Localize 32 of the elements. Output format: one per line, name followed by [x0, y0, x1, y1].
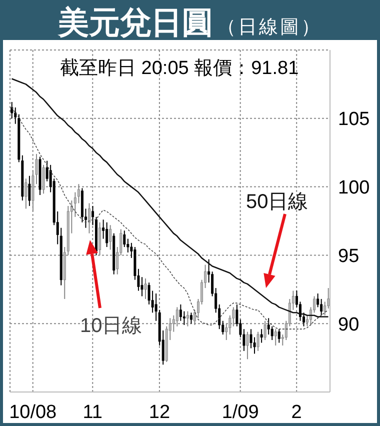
candlestick	[324, 301, 326, 316]
candlestick	[190, 312, 192, 324]
candlestick	[144, 278, 147, 300]
candlestick	[270, 326, 274, 341]
candlestick	[106, 222, 108, 248]
candlestick	[182, 310, 186, 326]
candlestick	[109, 224, 112, 250]
candlestick	[246, 331, 249, 360]
y-tick-label: 95	[338, 246, 360, 267]
x-tick-label: 10/08	[9, 402, 57, 423]
candlestick	[260, 328, 263, 344]
text: 50日線	[246, 191, 308, 213]
x-tick-label: 11	[82, 402, 103, 423]
candlestick	[274, 328, 277, 346]
candlestick	[316, 293, 320, 308]
candlestick	[179, 304, 182, 322]
chart-subtitle: （日線圖）	[217, 16, 322, 40]
candlestick	[256, 331, 260, 352]
x-tick-label: 1/09	[222, 402, 259, 423]
y-tick-label: 100	[338, 178, 370, 199]
y-tick-label: 90	[338, 314, 360, 336]
candlestick	[278, 328, 280, 344]
x-tick-label: 2	[291, 402, 302, 423]
candlestick	[28, 175, 31, 206]
candlestick	[10, 101, 14, 119]
chart-title: 美元兌日圓	[58, 4, 213, 42]
annotation: 截至昨日 20:05 報價：91.81	[60, 57, 299, 81]
y-tick-label: 105	[338, 109, 370, 130]
text: 10日線	[80, 315, 142, 337]
candlestick	[102, 219, 105, 240]
candlestick	[123, 230, 126, 248]
x-tick-label: 12	[148, 402, 170, 423]
